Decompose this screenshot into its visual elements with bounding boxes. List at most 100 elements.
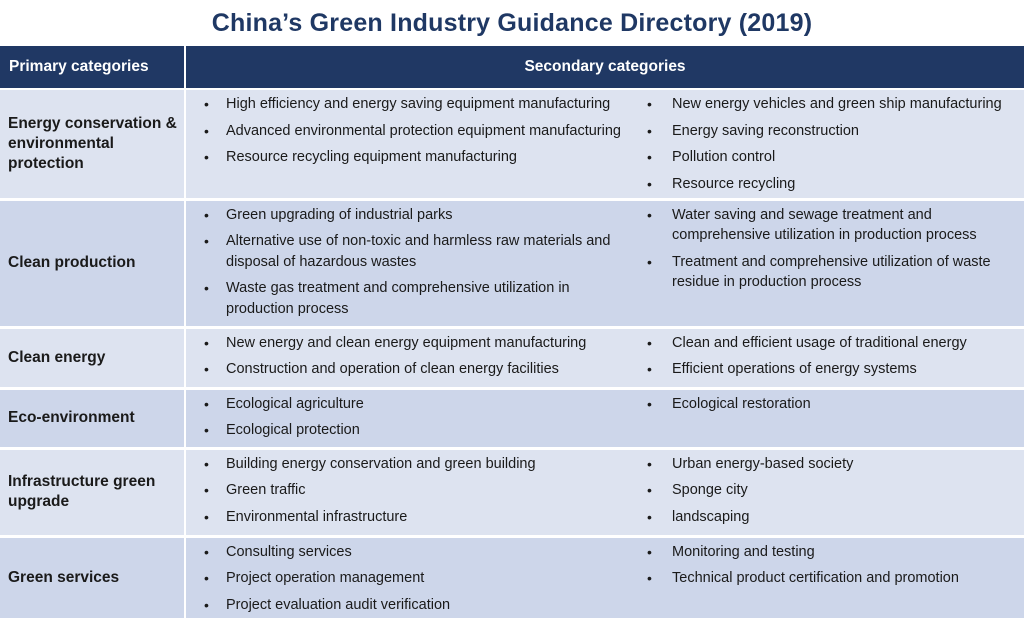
secondary-category-cell: • Ecological agriculture • Ecological prote… xyxy=(185,388,631,450)
list-item-text: Clean and efficient usage of traditional… xyxy=(672,334,967,351)
list-item-text: Resource recycling xyxy=(672,175,796,192)
secondary-category-list: • New energy and clean energy equipment m… xyxy=(186,329,631,383)
secondary-category-cell: • Green upgrading of industrial parks • Alt… xyxy=(185,199,631,329)
secondary-category-list: • Green upgrading of industrial parks • Alt… xyxy=(186,201,631,323)
list-item-text: Waste gas treatment and comprehensive ut… xyxy=(226,280,570,317)
secondary-category-list: • Clean and efficient usage of traditiona… xyxy=(631,329,1024,383)
bullet-icon: • xyxy=(204,395,209,412)
list-item-text: Advanced environmental protection equipm… xyxy=(226,122,621,139)
list-item: • Ecological agriculture xyxy=(186,394,625,415)
list-item: • Advanced environmental protection equip… xyxy=(186,121,625,142)
list-item: • New energy and clean energy equipment m… xyxy=(186,333,625,354)
bullet-icon: • xyxy=(204,334,209,351)
list-item: • Water saving and sewage treatment and c… xyxy=(631,205,1018,246)
list-item-text: Pollution control xyxy=(672,149,776,165)
list-item: • Urban energy-based society xyxy=(631,454,1018,475)
list-item: • Monitoring and testing xyxy=(631,542,1018,563)
list-item-text: Water saving and sewage treatment and co… xyxy=(672,206,977,244)
list-item: • Environmental infrastructure xyxy=(186,507,625,528)
list-item: • Green upgrading of industrial parks xyxy=(186,205,625,226)
secondary-category-list: • Ecological agriculture • Ecological prote… xyxy=(186,390,631,444)
list-item-text: Monitoring and testing xyxy=(672,543,815,560)
list-item: • Ecological protection xyxy=(186,420,625,441)
bullet-icon: • xyxy=(204,233,209,249)
secondary-category-list: • Consulting services • Project operation m… xyxy=(186,538,631,619)
bullet-icon: • xyxy=(204,422,209,438)
list-item: • Building energy conservation and green … xyxy=(186,454,625,475)
list-item-text: New energy and clean energy equipment ma… xyxy=(226,334,587,351)
bullet-icon: • xyxy=(647,149,652,165)
list-item-text: Urban energy-based society xyxy=(672,455,854,472)
list-item: • Alternative use of non-toxic and harmle… xyxy=(186,231,625,272)
list-item-text: Resource recycling equipment manufacturi… xyxy=(226,149,517,165)
bullet-icon: • xyxy=(647,334,652,351)
list-item: • Clean and efficient usage of traditiona… xyxy=(631,333,1018,354)
bullet-icon: • xyxy=(204,96,209,112)
bullet-icon: • xyxy=(647,395,652,412)
list-item: • Efficient operations of energy systems xyxy=(631,359,1018,380)
primary-categories-header: Primary categories xyxy=(0,46,186,90)
list-item: • Resource recycling xyxy=(631,174,1018,195)
bullet-icon: • xyxy=(647,455,652,472)
secondary-category-list: • New energy vehicles and green ship manu… xyxy=(631,90,1024,197)
list-item-text: Ecological agriculture xyxy=(226,395,364,412)
list-item-text: Efficient operations of energy systems xyxy=(672,361,917,377)
secondary-category-list: • Monitoring and testing • Technical produc… xyxy=(631,538,1024,592)
secondary-category-cell: • Monitoring and testing • Technical produc… xyxy=(631,536,1024,621)
bullet-icon: • xyxy=(647,175,652,192)
list-item-text: Ecological protection xyxy=(226,422,360,438)
list-item-text: Consulting services xyxy=(226,543,352,560)
primary-category: Eco-environment xyxy=(0,388,186,450)
list-item: • Project evaluation audit verification xyxy=(186,595,625,616)
list-item: • New energy vehicles and green ship manu… xyxy=(631,94,1018,115)
table-row: Clean production • Green upgrading of indu… xyxy=(0,199,1024,329)
list-item: • Resource recycling equipment manufactur… xyxy=(186,147,625,168)
list-item: • Energy saving reconstruction xyxy=(631,121,1018,142)
table-row: Energy conservation & environmental prot… xyxy=(0,89,1024,201)
primary-category: Clean production xyxy=(0,199,186,329)
secondary-category-list: • High efficiency and energy saving equip… xyxy=(186,90,631,171)
list-item: • Technical product certification and pro… xyxy=(631,568,1018,589)
list-item: • Construction and operation of clean ene… xyxy=(186,359,625,380)
list-item: • Pollution control xyxy=(631,147,1018,168)
list-item: • Consulting services xyxy=(186,542,625,563)
secondary-category-list: • Ecological restoration xyxy=(631,390,1024,418)
secondary-category-cell: • Ecological restoration xyxy=(631,388,1024,450)
page-title: China’s Green Industry Guidance Director… xyxy=(211,9,813,37)
secondary-category-cell: • Water saving and sewage treatment and c… xyxy=(631,199,1024,329)
list-item-text: Project evaluation audit verification xyxy=(226,596,451,613)
primary-category: Green services xyxy=(0,536,186,621)
primary-category: Infrastructure green upgrade xyxy=(0,448,186,538)
directory-table: Primary categories Secondary categories … xyxy=(0,46,1024,621)
secondary-category-cell: • High efficiency and energy saving equip… xyxy=(185,89,631,201)
bullet-icon: • xyxy=(204,508,209,525)
table-row: Infrastructure green upgrade • Building en… xyxy=(0,448,1024,538)
secondary-category-cell: • Urban energy-based society • Sponge city •… xyxy=(631,448,1024,538)
list-item-text: Construction and operation of clean ener… xyxy=(226,361,559,377)
secondary-category-cell: • Building energy conservation and green … xyxy=(185,448,631,538)
bullet-icon: • xyxy=(647,508,652,525)
list-item: • Green traffic xyxy=(186,480,625,501)
secondary-category-list: • Building energy conservation and green … xyxy=(186,450,631,531)
secondary-category-cell: • Consulting services • Project operation m… xyxy=(185,536,631,621)
bullet-icon: • xyxy=(204,543,209,560)
bullet-icon: • xyxy=(647,570,652,586)
bullet-icon: • xyxy=(204,122,209,139)
list-item-text: Ecological restoration xyxy=(672,395,811,412)
table-row: Eco-environment • Ecological agriculture • E… xyxy=(0,388,1024,450)
bullet-icon: • xyxy=(204,280,209,296)
list-item-text: Alternative use of non-toxic and harmles… xyxy=(226,233,611,270)
list-item-text: landscaping xyxy=(672,508,750,525)
secondary-category-cell: • New energy vehicles and green ship manu… xyxy=(631,89,1024,201)
bullet-icon: • xyxy=(204,206,209,223)
table-body: Energy conservation & environmental prot… xyxy=(0,89,1024,621)
list-item: • High efficiency and energy saving equip… xyxy=(186,94,625,115)
secondary-categories-header: Secondary categories xyxy=(185,46,1024,90)
list-item-text: High efficiency and energy saving equipm… xyxy=(226,96,611,112)
bullet-icon: • xyxy=(647,482,652,498)
list-item: • Waste gas treatment and comprehensive u… xyxy=(186,278,625,319)
bullet-icon: • xyxy=(647,122,652,139)
list-item-text: Treatment and comprehensive utilization … xyxy=(672,253,991,291)
list-item-text: Environmental infrastructure xyxy=(226,508,408,525)
list-item-text: Sponge city xyxy=(672,482,748,498)
